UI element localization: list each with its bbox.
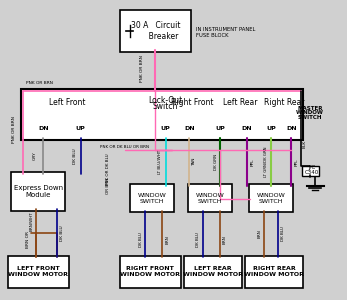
FancyBboxPatch shape	[130, 184, 174, 212]
FancyBboxPatch shape	[120, 256, 181, 288]
Text: UP: UP	[215, 126, 225, 131]
Text: BRN: BRN	[258, 229, 262, 238]
Text: Left Front: Left Front	[49, 98, 85, 107]
Text: Right Rear: Right Rear	[264, 98, 305, 107]
Text: GRY: GRY	[33, 152, 37, 160]
FancyBboxPatch shape	[303, 166, 319, 176]
Text: UP: UP	[76, 126, 85, 131]
Text: PPL: PPL	[250, 158, 254, 166]
Text: OR BRN: OR BRN	[106, 178, 110, 194]
FancyBboxPatch shape	[120, 10, 191, 52]
Text: IN INSTRUMENT PANEL
FUSE BLOCK: IN INSTRUMENT PANEL FUSE BLOCK	[196, 27, 255, 38]
FancyBboxPatch shape	[249, 184, 293, 212]
Text: DK GRN: DK GRN	[214, 154, 218, 170]
Text: DN: DN	[286, 126, 297, 131]
Text: LEFT REAR
WINDOW MOTOR: LEFT REAR WINDOW MOTOR	[183, 266, 243, 277]
Text: BRN OR: BRN OR	[26, 231, 30, 248]
Text: BLK: BLK	[303, 140, 307, 148]
Text: PNK OR BRN: PNK OR BRN	[140, 55, 144, 82]
Text: TAN: TAN	[193, 158, 196, 166]
Text: UP: UP	[161, 126, 170, 131]
Text: BRN/WHT: BRN/WHT	[29, 212, 33, 231]
Text: DN: DN	[242, 126, 252, 131]
Text: Switch: Switch	[153, 102, 178, 111]
FancyBboxPatch shape	[21, 89, 303, 140]
Text: RIGHT FRONT
WINDOW MOTOR: RIGHT FRONT WINDOW MOTOR	[120, 266, 180, 277]
Text: PPL: PPL	[294, 158, 298, 166]
Text: J/C: J/C	[308, 165, 315, 170]
Text: DN: DN	[184, 126, 195, 131]
Text: WINDOW
SWITCH: WINDOW SWITCH	[256, 193, 285, 204]
Text: WINDOW
SWITCH: WINDOW SWITCH	[137, 193, 166, 204]
Text: DN: DN	[38, 126, 49, 131]
Text: C340: C340	[305, 170, 319, 175]
Text: DK BLU: DK BLU	[74, 148, 77, 164]
Text: LT GRN/DK GRN: LT GRN/DK GRN	[264, 147, 268, 177]
Text: WINDOW: WINDOW	[296, 110, 324, 115]
Text: 30 A   Circuit
       Breaker: 30 A Circuit Breaker	[130, 21, 180, 41]
Text: PNK OR DK BLU: PNK OR DK BLU	[106, 154, 110, 185]
Text: PNK OR DK BLU OR BRN: PNK OR DK BLU OR BRN	[100, 145, 149, 149]
Text: RIGHT REAR
WINDOW MOTOR: RIGHT REAR WINDOW MOTOR	[244, 266, 304, 277]
Text: DK BLU: DK BLU	[139, 232, 143, 247]
Text: WINDOW
SWITCH: WINDOW SWITCH	[195, 193, 224, 204]
Text: Express Down
Module: Express Down Module	[14, 185, 63, 198]
FancyBboxPatch shape	[188, 184, 232, 212]
Text: Lock-Out: Lock-Out	[149, 96, 183, 105]
Text: DK BLU: DK BLU	[196, 232, 201, 247]
FancyBboxPatch shape	[8, 256, 69, 288]
FancyBboxPatch shape	[11, 172, 65, 211]
Text: Right Front: Right Front	[171, 98, 214, 107]
Text: UP: UP	[266, 126, 276, 131]
Text: LT BLU/WHT: LT BLU/WHT	[159, 150, 162, 174]
Text: BRN: BRN	[223, 235, 227, 244]
Text: PNK OR BRN: PNK OR BRN	[26, 81, 53, 85]
Text: DK BLU: DK BLU	[281, 226, 285, 241]
Text: MASTER: MASTER	[297, 106, 323, 111]
Text: SWITCH: SWITCH	[298, 116, 322, 120]
FancyBboxPatch shape	[184, 256, 242, 288]
Text: DK BLU: DK BLU	[60, 225, 64, 241]
Text: PNK OR BRN: PNK OR BRN	[12, 116, 16, 143]
FancyBboxPatch shape	[245, 256, 303, 288]
Text: Left Rear: Left Rear	[223, 98, 257, 107]
Text: BRN: BRN	[165, 235, 169, 244]
Text: LEFT FRONT
WINDOW MOTOR: LEFT FRONT WINDOW MOTOR	[8, 266, 68, 277]
